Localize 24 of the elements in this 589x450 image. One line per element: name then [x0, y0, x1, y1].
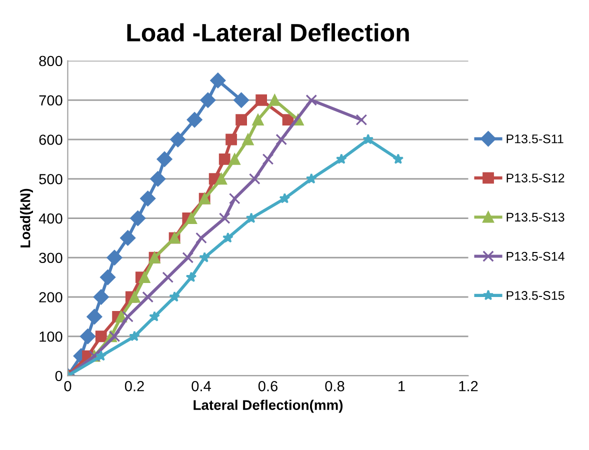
chart-title: Load -Lateral Deflection: [127, 23, 409, 42]
y-tick-label: 700: [39, 95, 62, 106]
y-tick-label: 300: [39, 252, 62, 264]
x-tick-label: 1.2: [459, 380, 478, 392]
y-tick-label: 500: [39, 174, 62, 184]
y-tick-label: 0: [55, 370, 62, 382]
legend-label: P13.5-S15: [506, 291, 564, 300]
x-tick-label: 0.6: [258, 380, 278, 392]
legend-label: P13.5-S13: [506, 212, 564, 222]
y-tick-label: 600: [39, 134, 62, 145]
x-tick-label: 0: [64, 380, 72, 392]
y-tick-label: 400: [38, 213, 62, 224]
legend-label: P13.5-S12: [506, 174, 564, 182]
x-tick-label: 0.8: [325, 380, 344, 392]
x-tick-label: 0.4: [192, 380, 211, 392]
legend-label: P13.5-S14: [506, 252, 564, 261]
x-axis-title: Lateral Deflection(mm): [194, 400, 343, 413]
y-tick-label: 200: [39, 292, 62, 302]
x-tick-label: 1: [398, 381, 405, 392]
y-tick-label: 800: [39, 56, 62, 66]
y-tick-label: 100: [40, 331, 62, 342]
legend-label: P13.5-S11: [506, 134, 564, 144]
x-tick-label: 0.2: [124, 380, 144, 392]
y-axis-title: Load(kN): [20, 188, 33, 248]
